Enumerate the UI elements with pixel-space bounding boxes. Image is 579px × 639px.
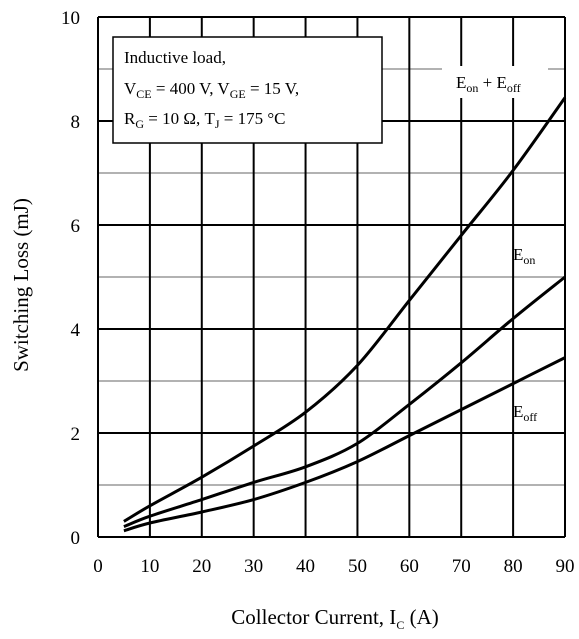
- annotation-line-1: Inductive load,: [124, 48, 226, 67]
- annotation-line-3: RG = 10 Ω, TJ = 175 °C: [124, 109, 286, 131]
- y-tick-label: 2: [71, 424, 81, 445]
- series-line-eon: [123, 275, 566, 528]
- series-label-bg-eon-eoff: [442, 66, 548, 98]
- series-lines: [123, 96, 567, 533]
- x-tick-label: 90: [556, 556, 575, 577]
- x-tick-label: 40: [296, 556, 315, 577]
- x-axis-title: Collector Current, IC (A): [231, 605, 438, 632]
- series-label-eon: Eon: [513, 245, 535, 267]
- annotation-box: [112, 36, 383, 144]
- series-line-eoff: [123, 356, 566, 533]
- x-tick-label: 20: [192, 556, 211, 577]
- y-tick-label: 8: [71, 112, 81, 133]
- tick-labels: 0 10 20 30 40 50 60 70 80 90 0 2 4 6 8 10: [61, 8, 575, 577]
- series-label-eon-eoff: Eon + Eoff: [456, 73, 521, 95]
- x-tick-label: 80: [504, 556, 523, 577]
- x-tick-label: 50: [348, 556, 367, 577]
- x-tick-label: 10: [140, 556, 159, 577]
- x-tick-label: 60: [400, 556, 419, 577]
- y-tick-label: 6: [71, 216, 81, 237]
- y-tick-label: 4: [71, 320, 81, 341]
- y-axis-title: Switching Loss (mJ): [9, 198, 33, 372]
- annotation-line-2: VCE = 400 V, VGE = 15 V,: [124, 79, 299, 101]
- condition-annotation: Inductive load, VCE = 400 V, VGE = 15 V,…: [112, 36, 383, 144]
- series-line-eon-eoff: [123, 96, 567, 523]
- x-tick-label: 30: [244, 556, 263, 577]
- y-tick-label: 10: [61, 8, 80, 29]
- series-label-eoff: Eoff: [513, 402, 537, 424]
- y-tick-label: 0: [71, 528, 81, 549]
- x-tick-label: 0: [93, 556, 103, 577]
- x-tick-label: 70: [452, 556, 471, 577]
